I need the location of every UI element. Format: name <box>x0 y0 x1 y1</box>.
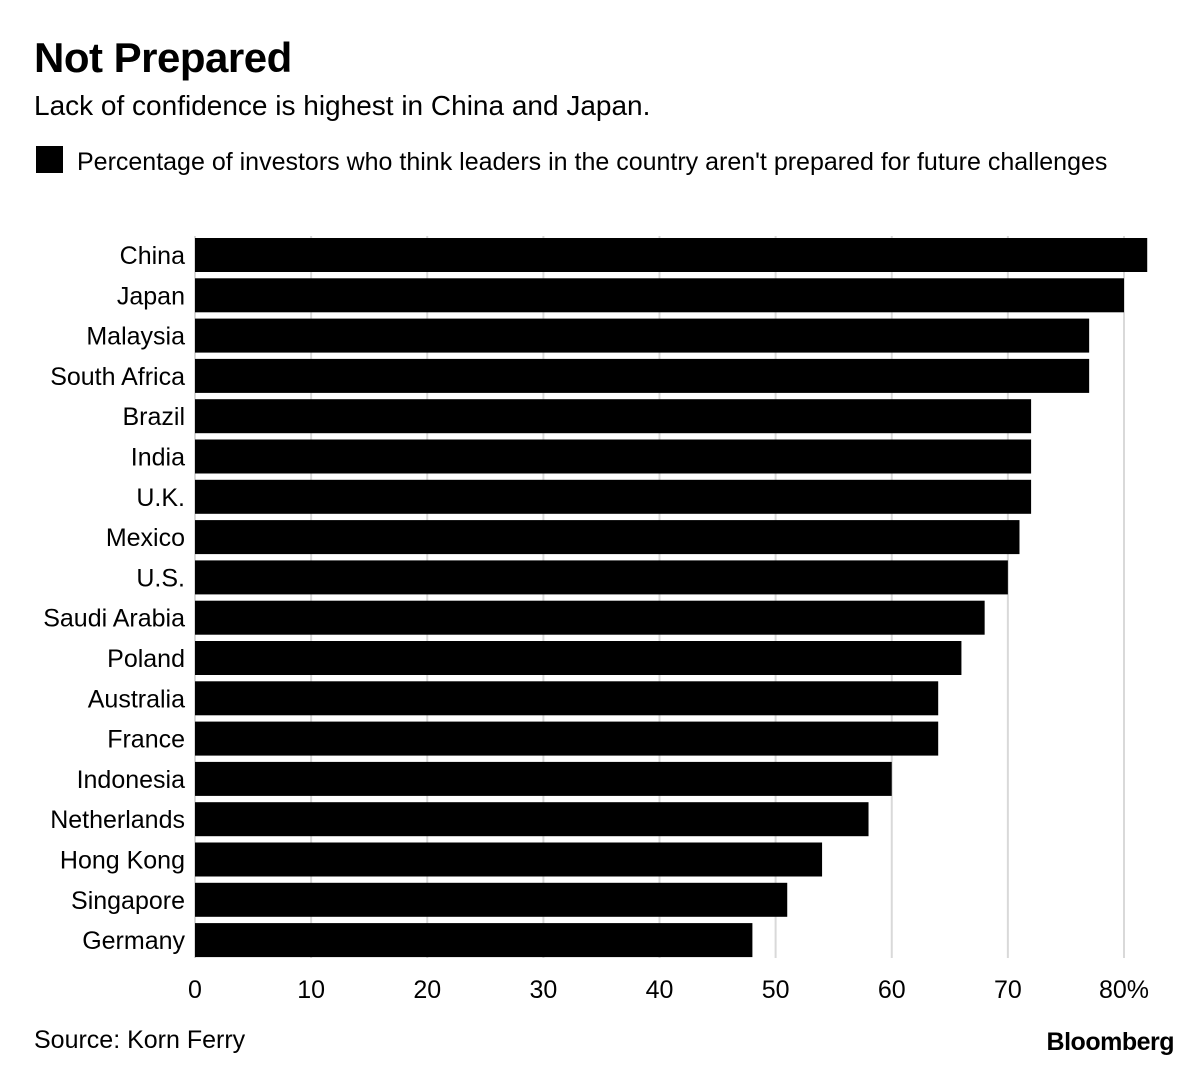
category-labels: China Japan Malaysia South Africa Brazil Indi… <box>43 242 185 955</box>
category-label: France <box>107 726 185 754</box>
category-label: Malaysia <box>86 323 185 351</box>
category-label: U.S. <box>136 564 185 592</box>
category-label: Netherlands <box>50 806 185 834</box>
x-tick-label: 50 <box>762 976 790 1004</box>
bar <box>195 842 823 877</box>
bar <box>195 439 1032 474</box>
bar <box>195 358 1090 393</box>
x-tick-label: 20 <box>413 976 441 1004</box>
source-note: Source: Korn Ferry <box>34 1026 246 1054</box>
category-label: Mexico <box>106 524 185 552</box>
x-axis-tick-labels: 0 10 20 30 40 50 60 70 80% <box>188 976 1149 1004</box>
category-label: U.K. <box>136 484 185 512</box>
bar <box>195 721 939 756</box>
category-label: India <box>131 444 185 472</box>
category-label: South Africa <box>50 363 185 391</box>
bar <box>195 520 1020 555</box>
bar <box>195 802 869 837</box>
x-tick-label: 10 <box>297 976 325 1004</box>
x-tick-label: 60 <box>878 976 906 1004</box>
category-label: Germany <box>82 927 185 955</box>
chart-subtitle: Lack of confidence is highest in China a… <box>34 90 651 121</box>
category-label: Japan <box>117 282 185 310</box>
x-tick-label: 0 <box>188 976 202 1004</box>
category-label: Hong Kong <box>60 847 185 875</box>
legend-swatch <box>36 146 63 173</box>
x-tick-label: 80% <box>1099 976 1149 1004</box>
category-label: Singapore <box>71 887 185 915</box>
gridlines <box>194 236 1125 958</box>
bar <box>195 278 1124 313</box>
bar <box>195 238 1148 272</box>
category-label: China <box>120 242 185 270</box>
category-label: Australia <box>88 685 185 713</box>
legend: Percentage of investors who think leader… <box>36 146 1136 178</box>
x-tick-label: 40 <box>646 976 674 1004</box>
bar <box>195 560 1008 595</box>
bloomberg-logo: Bloomberg <box>1046 1028 1175 1056</box>
bar <box>195 923 753 958</box>
bar <box>195 641 962 675</box>
category-label: Poland <box>107 645 185 673</box>
category-label: Saudi Arabia <box>43 605 185 633</box>
bar <box>195 318 1090 353</box>
chart-title: Not Prepared <box>34 34 292 81</box>
legend-label: Percentage of investors who think leader… <box>77 148 1108 176</box>
bar <box>195 882 788 917</box>
bar <box>195 681 939 716</box>
x-tick-label: 70 <box>994 976 1022 1004</box>
bar <box>195 600 985 635</box>
bar <box>195 761 892 796</box>
x-tick-label: 30 <box>529 976 557 1004</box>
bars <box>195 238 1148 958</box>
bar <box>195 399 1032 434</box>
category-label: Indonesia <box>77 766 186 794</box>
bar <box>195 479 1032 514</box>
category-label: Brazil <box>122 403 185 431</box>
